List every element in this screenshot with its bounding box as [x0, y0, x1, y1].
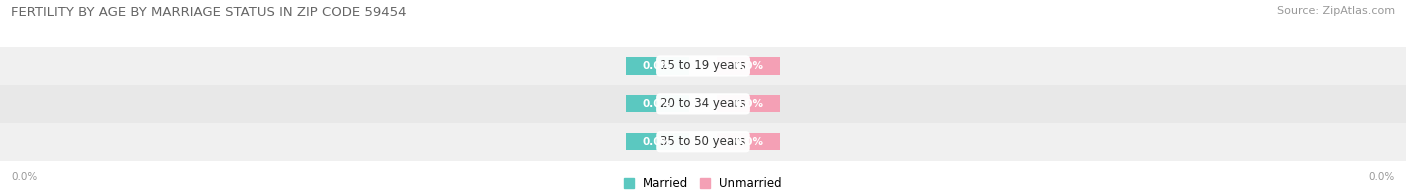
- Bar: [0, 123, 1406, 161]
- Text: 0.0%: 0.0%: [643, 61, 672, 71]
- Legend: Married, Unmarried: Married, Unmarried: [624, 177, 782, 190]
- Text: 0.0%: 0.0%: [734, 61, 763, 71]
- Text: 0.0%: 0.0%: [734, 137, 763, 147]
- Bar: [717, 57, 780, 74]
- Text: FERTILITY BY AGE BY MARRIAGE STATUS IN ZIP CODE 59454: FERTILITY BY AGE BY MARRIAGE STATUS IN Z…: [11, 6, 406, 19]
- Bar: [717, 133, 780, 150]
- Bar: [0, 85, 1406, 123]
- Bar: [626, 57, 689, 74]
- Bar: [717, 95, 780, 113]
- Text: Source: ZipAtlas.com: Source: ZipAtlas.com: [1277, 6, 1395, 16]
- Bar: [626, 95, 689, 113]
- Text: 15 to 19 years: 15 to 19 years: [661, 60, 745, 73]
- Text: 35 to 50 years: 35 to 50 years: [661, 135, 745, 148]
- Text: 0.0%: 0.0%: [11, 172, 38, 182]
- Text: 0.0%: 0.0%: [643, 99, 672, 109]
- Text: 0.0%: 0.0%: [643, 137, 672, 147]
- Text: 20 to 34 years: 20 to 34 years: [661, 97, 745, 110]
- Text: 0.0%: 0.0%: [1368, 172, 1395, 182]
- Bar: [0, 47, 1406, 85]
- Text: 0.0%: 0.0%: [734, 99, 763, 109]
- Bar: [626, 133, 689, 150]
